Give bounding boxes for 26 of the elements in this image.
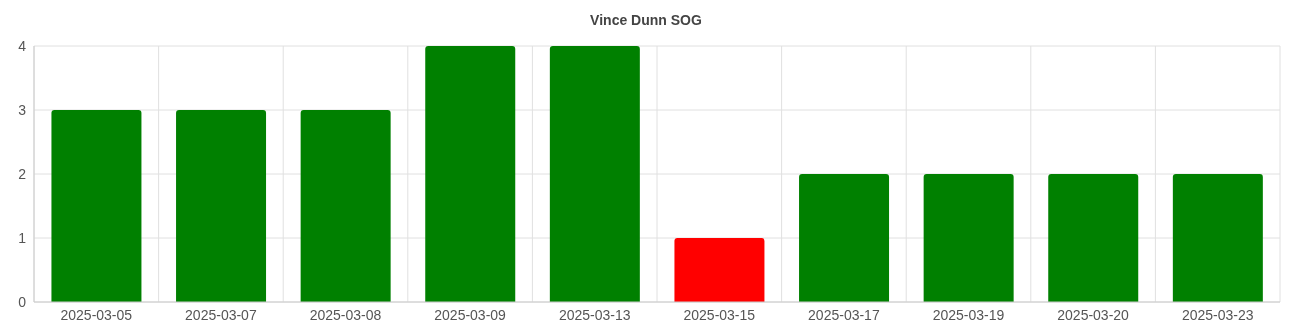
bar	[674, 238, 765, 302]
x-tick-label: 2025-03-20	[1057, 306, 1130, 323]
bar	[1048, 174, 1139, 302]
bar	[549, 46, 640, 302]
x-tick-label: 2025-03-09	[434, 306, 507, 323]
x-tick-label: 2025-03-23	[1181, 306, 1254, 323]
x-tick-label: 2025-03-05	[60, 306, 133, 323]
x-tick-label: 2025-03-13	[558, 306, 631, 323]
x-tick-label: 2025-03-17	[808, 306, 880, 323]
bar	[51, 110, 142, 302]
x-tick-label: 2025-03-08	[309, 306, 382, 323]
bar	[923, 174, 1014, 302]
bar	[176, 110, 267, 302]
y-tick-label: 3	[18, 101, 27, 118]
chart-title: Vince Dunn SOG	[589, 11, 703, 30]
bar	[1172, 174, 1263, 302]
y-tick-label: 4	[18, 37, 27, 54]
y-tick-label: 0	[18, 293, 27, 310]
x-tick-label: 2025-03-19	[932, 306, 1005, 323]
y-tick-label: 2	[18, 165, 27, 182]
bar	[799, 174, 890, 302]
y-tick-label: 1	[18, 229, 27, 246]
x-tick-label: 2025-03-15	[683, 306, 756, 323]
x-tick-label: 2025-03-07	[185, 306, 257, 323]
bar	[300, 110, 391, 302]
bar	[425, 46, 516, 302]
